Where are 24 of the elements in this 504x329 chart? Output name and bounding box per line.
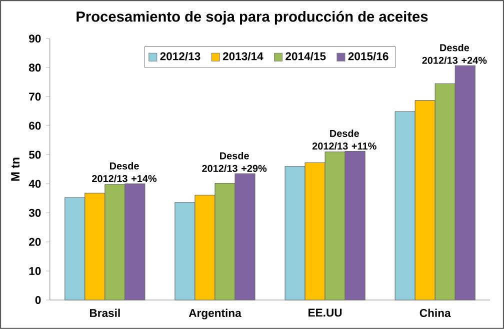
legend-label: 2014/15: [286, 52, 326, 60]
annotation: Desde 2012/13 +29%: [202, 152, 267, 172]
y-tick-label: 30: [28, 208, 41, 217]
y-tick-label: 50: [28, 150, 41, 159]
y-tick-label: 0: [35, 296, 41, 304]
y-tick-label: 40: [28, 180, 41, 188]
x-tick-label: Brasil: [90, 308, 120, 318]
y-tick-label: 80: [28, 64, 41, 72]
y-tick-label: 70: [29, 92, 41, 101]
y-tick-label: 90: [29, 34, 41, 43]
chart-title: Procesamiento de soja para producción de aceites: [76, 10, 428, 25]
annotation: Desde 2012/13 +24%: [422, 44, 487, 64]
annotation: Desde 2012/13 +11%: [312, 130, 376, 150]
y-tick-label: 10: [29, 267, 41, 276]
legend-label: 2015/16: [348, 52, 388, 60]
annotation: Desde 2012/13 +14%: [92, 162, 157, 182]
y-axis-title: M tn: [11, 158, 20, 181]
x-tick-label: Argentina: [188, 308, 242, 320]
legend-label: 2012/13: [160, 52, 200, 60]
x-tick-label: EE.UU: [308, 308, 342, 317]
legend-label: 2013/14: [222, 52, 264, 60]
y-tick-label: 60: [29, 122, 41, 130]
y-tick-label: 20: [29, 238, 41, 246]
x-tick-label: China: [420, 308, 451, 318]
